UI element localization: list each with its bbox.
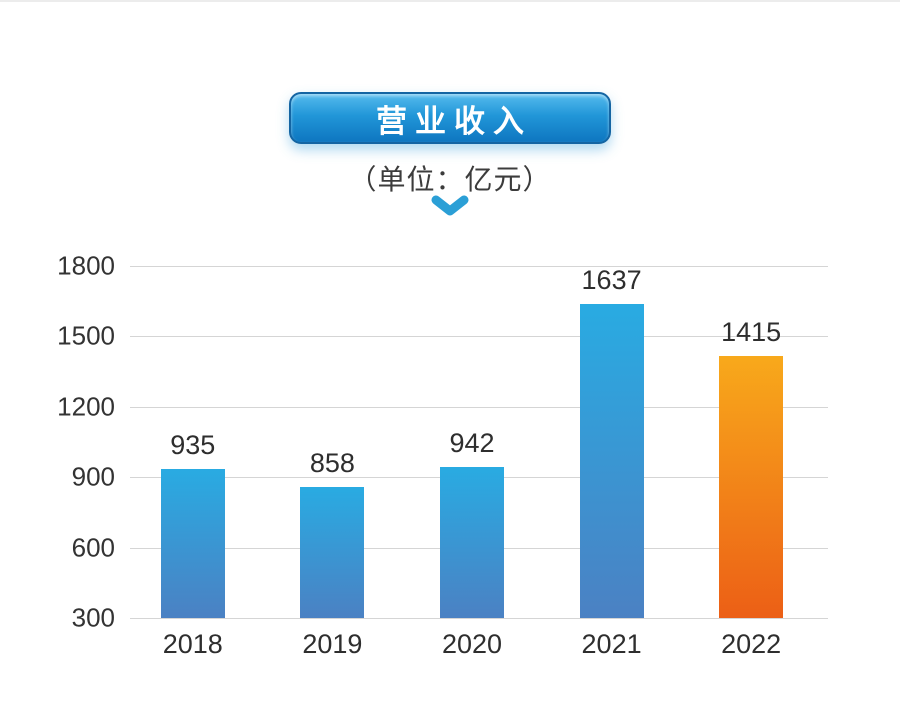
y-axis-tick-label: 1800 xyxy=(57,250,115,281)
chevron-down-icon xyxy=(431,195,469,219)
x-axis-category-label: 2020 xyxy=(441,629,503,659)
chart-title: 营业收入 xyxy=(376,103,532,139)
bar-value-label: 942 xyxy=(449,428,495,459)
x-axis-category-label: 2018 xyxy=(162,629,223,659)
unit-label: （单位：亿元） xyxy=(348,164,552,195)
bar-2020 xyxy=(439,467,504,618)
bar-value-label: 858 xyxy=(309,448,355,479)
y-axis-tick-label: 600 xyxy=(71,532,115,563)
bar-group-2022: 1415 2022 xyxy=(681,266,821,659)
bar-chart-plot-area: 935 2018 858 2019 942 2020 1637 2021 1415 2022 18… xyxy=(57,251,828,659)
bar-2022 xyxy=(719,356,784,618)
bar-group-2018: 935 2018 xyxy=(123,266,263,659)
x-axis-category-label: 2019 xyxy=(302,629,363,659)
bar-value-label: 935 xyxy=(170,430,216,460)
gridline xyxy=(130,336,828,338)
gridline xyxy=(130,266,828,267)
bar-2018 xyxy=(160,469,225,618)
y-axis-tick-label: 1500 xyxy=(57,320,115,351)
y-axis-tick-label: 1200 xyxy=(57,391,115,422)
bar-group-2019: 858 2019 xyxy=(263,266,403,659)
bar-slots: 935 2018 858 2019 942 2020 1637 2021 1415 2022 xyxy=(123,265,821,659)
x-axis-category-label: 2022 xyxy=(721,629,782,659)
bar-value-label: 1415 xyxy=(721,317,782,348)
bar-2019 xyxy=(300,487,365,618)
chart-title-badge: 营业收入 xyxy=(289,92,611,144)
gridline xyxy=(130,618,828,619)
bar-group-2021: 1637 2021 xyxy=(542,265,682,659)
y-axis-tick-label: 300 xyxy=(71,602,115,633)
x-axis-category-label: 2021 xyxy=(581,629,642,659)
gridline xyxy=(130,406,828,408)
bar-2021 xyxy=(579,304,644,618)
bar-group-2020: 942 2020 xyxy=(402,266,542,659)
bar-value-label: 1637 xyxy=(581,265,642,296)
y-axis-tick-label: 900 xyxy=(71,461,115,492)
